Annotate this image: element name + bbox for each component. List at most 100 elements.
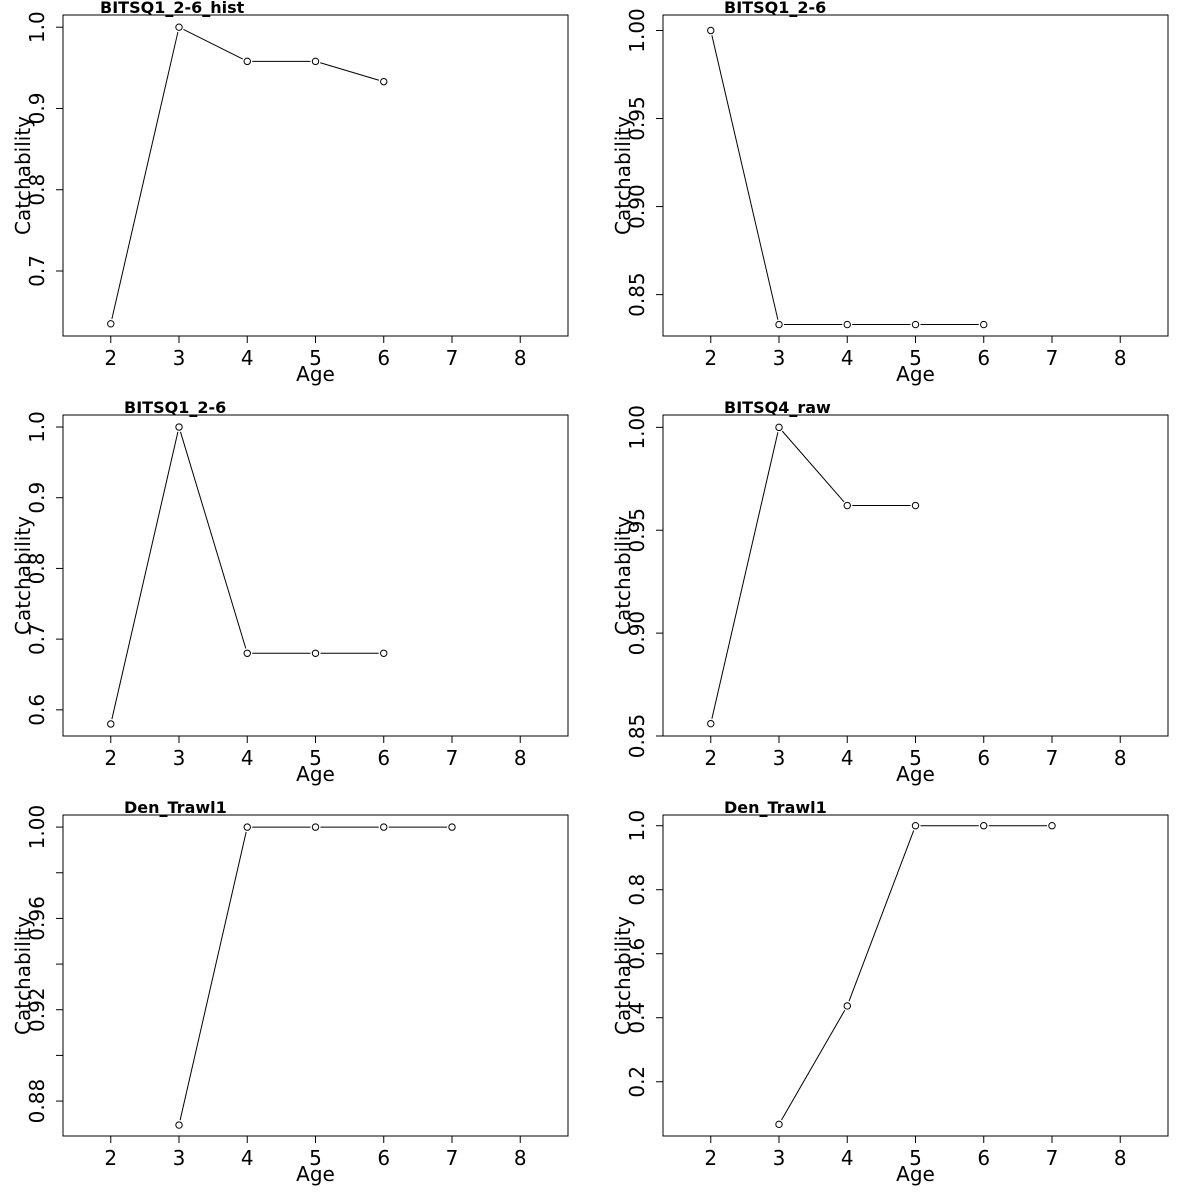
x-tick-label: 3 [173,1146,186,1170]
y-tick-label: 0.96 [25,896,49,941]
chart-title: BITSQ1_2-6_hist [100,0,245,17]
y-tick-label: 1.0 [25,11,49,43]
x-tick-label: 8 [514,746,527,770]
y-axis-label: Catchability [611,516,635,635]
y-tick-label: 1.0 [625,810,649,842]
x-tick-label: 5 [909,746,922,770]
data-point [243,649,251,657]
data-point [775,320,783,329]
x-tick-label: 3 [773,746,786,770]
x-axis-label: Age [896,762,935,786]
data-point [311,57,320,66]
x-axis-label: Age [296,362,335,386]
y-tick-label: 0.7 [25,255,49,287]
chart-title: BITSQ1_2-6 [724,0,826,17]
data-point [707,26,715,35]
x-tick-label: 3 [173,346,186,370]
y-tick-label: 0.90 [625,184,649,229]
data-point [243,823,251,831]
x-tick-label: 7 [1046,346,1059,370]
y-tick-label: 1.00 [625,8,649,53]
series-line-segment [183,28,244,60]
x-tick-label: 4 [841,746,854,770]
plot-frame [662,414,1169,737]
x-tick-label: 5 [309,346,322,370]
data-point [380,77,388,86]
chart-title: Den_Trawl1 [124,798,227,817]
data-point [707,719,715,728]
x-tick-label: 6 [977,346,990,370]
y-tick-label: 0.85 [625,714,649,759]
y-tick-label: 0.8 [25,553,49,585]
x-tick-label: 2 [704,746,717,770]
chart-title: BITSQ1_2-6 [124,398,226,417]
x-tick-label: 6 [377,746,390,770]
x-tick-label: 6 [377,1146,390,1170]
chart-title: BITSQ4_raw [724,398,831,417]
y-tick-label: 0.8 [625,874,649,906]
y-axis-label: Catchability [11,116,35,235]
data-point [775,423,783,432]
data-point [911,320,920,329]
series-line-segment [111,431,179,720]
data-point [311,649,320,657]
data-point [243,57,251,66]
y-tick-label: 0.7 [25,623,49,655]
data-point [175,1121,183,1129]
x-tick-label: 3 [173,746,186,770]
x-tick-label: 4 [841,346,854,370]
data-point [380,649,388,657]
x-tick-label: 4 [241,346,254,370]
y-tick-label: 0.95 [625,96,649,141]
x-tick-label: 4 [841,1146,854,1170]
series-line-segment [320,62,380,81]
y-axis-label: Catchability [11,916,35,1035]
series-line-segment [179,431,247,649]
x-tick-label: 3 [773,346,786,370]
x-tick-label: 5 [909,346,922,370]
x-tick-label: 7 [446,1146,459,1170]
x-tick-label: 5 [309,1146,322,1170]
y-axis-label: Catchability [11,516,35,635]
x-tick-label: 8 [1114,346,1127,370]
y-tick-label: 1.00 [25,805,49,850]
data-point [980,822,988,830]
y-tick-label: 0.8 [25,174,49,206]
y-tick-label: 0.95 [625,508,649,553]
y-tick-label: 0.9 [25,93,49,125]
x-tick-label: 4 [241,746,254,770]
chart-panel: BITSQ1_2-6_hist 2 3 4 5 6 7 8 0.7 0.8 0.9 1.0 Age Cat… [11,0,569,386]
x-tick-label: 2 [104,346,117,370]
y-tick-label: 0.88 [25,1079,49,1124]
data-point [175,23,183,31]
plot-frame [62,814,569,1137]
x-tick-label: 8 [514,346,527,370]
y-tick-label: 0.4 [625,1002,649,1034]
y-tick-label: 0.6 [25,694,49,726]
chart-title: Den_Trawl1 [724,798,827,817]
series-line-segment [848,830,915,1002]
x-tick-label: 7 [1046,1146,1059,1170]
x-tick-label: 2 [704,1146,717,1170]
data-point [1048,822,1056,830]
x-tick-label: 7 [1046,746,1059,770]
x-axis-label: Age [296,762,335,786]
x-tick-label: 6 [977,746,990,770]
y-tick-label: 1.0 [25,411,49,443]
series-line-segment [781,430,845,503]
x-axis-label: Age [896,362,935,386]
y-tick-label: 0.6 [625,938,649,970]
x-axis-label: Age [896,1162,935,1186]
x-axis-label: Age [296,1162,335,1186]
x-tick-label: 2 [104,746,117,770]
chart-panel: Den_Trawl1 2 3 4 5 6 7 8 0.88 0.92 0.96 1.00 Age Catc… [11,798,569,1186]
y-tick-label: 1.00 [625,405,649,450]
data-point [980,320,988,329]
series-line-segment [711,35,779,320]
x-tick-label: 7 [446,746,459,770]
series-line-segment [781,1009,846,1121]
data-point [843,1002,851,1010]
data-point [911,822,920,830]
data-point [448,823,456,831]
